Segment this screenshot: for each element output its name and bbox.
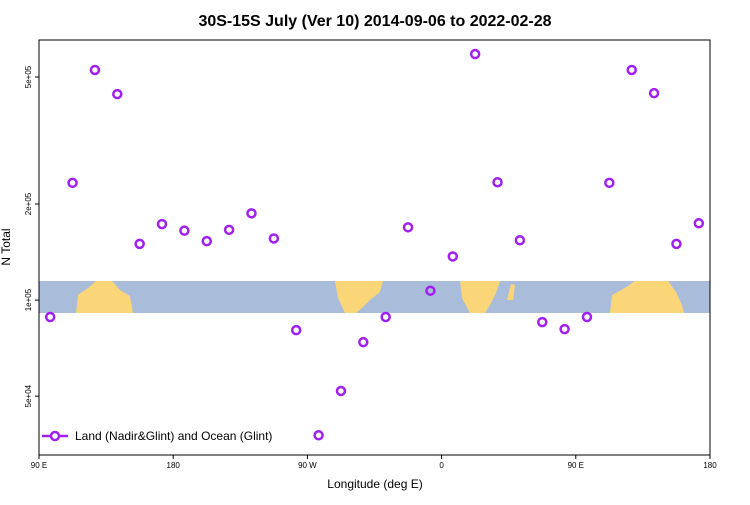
point bbox=[134, 238, 145, 250]
point bbox=[492, 176, 503, 188]
point bbox=[156, 218, 168, 230]
x-tick-label: 90 E bbox=[31, 461, 47, 470]
y-tick-label: 5e+04 bbox=[24, 384, 33, 407]
point bbox=[693, 218, 705, 229]
point bbox=[179, 225, 190, 236]
x-tick-label: 90 E bbox=[568, 461, 584, 470]
point bbox=[358, 336, 369, 348]
point bbox=[514, 234, 526, 246]
legend-marker bbox=[49, 430, 61, 442]
x-tick-label: 180 bbox=[703, 461, 717, 470]
y-tick-label: 5e+05 bbox=[24, 65, 33, 88]
point bbox=[648, 87, 660, 99]
point bbox=[537, 316, 548, 328]
point bbox=[67, 177, 78, 189]
point bbox=[246, 208, 257, 219]
point bbox=[581, 311, 593, 323]
point bbox=[402, 222, 414, 233]
plot-frame bbox=[38, 39, 711, 456]
point bbox=[447, 251, 459, 262]
legend-label: Land (Nadir&Glint) and Ocean (Glint) bbox=[75, 429, 272, 443]
map-band bbox=[39, 281, 710, 313]
point bbox=[223, 224, 235, 236]
point bbox=[425, 285, 436, 296]
point bbox=[44, 311, 56, 323]
point bbox=[604, 177, 615, 189]
y-tick-label: 2e+05 bbox=[24, 192, 33, 215]
point bbox=[268, 233, 280, 244]
point bbox=[380, 311, 391, 323]
x-axis-label: Longitude (deg E) bbox=[327, 477, 422, 491]
point bbox=[112, 88, 123, 100]
y-tick-label: 1e+05 bbox=[24, 288, 33, 311]
x-tick-label: 180 bbox=[167, 461, 181, 470]
point bbox=[671, 238, 682, 250]
point bbox=[89, 64, 101, 76]
point bbox=[469, 48, 481, 60]
point bbox=[290, 324, 302, 336]
point bbox=[559, 323, 570, 335]
point bbox=[626, 64, 637, 76]
y-axis-label: N Total bbox=[0, 228, 13, 265]
point bbox=[313, 430, 324, 441]
x-tick-label: 0 bbox=[439, 461, 444, 470]
chart-title: 30S-15S July (Ver 10) 2014-09-06 to 2022… bbox=[198, 13, 551, 30]
x-tick-label: 90 W bbox=[298, 461, 317, 470]
point bbox=[335, 385, 347, 397]
point bbox=[201, 235, 212, 247]
